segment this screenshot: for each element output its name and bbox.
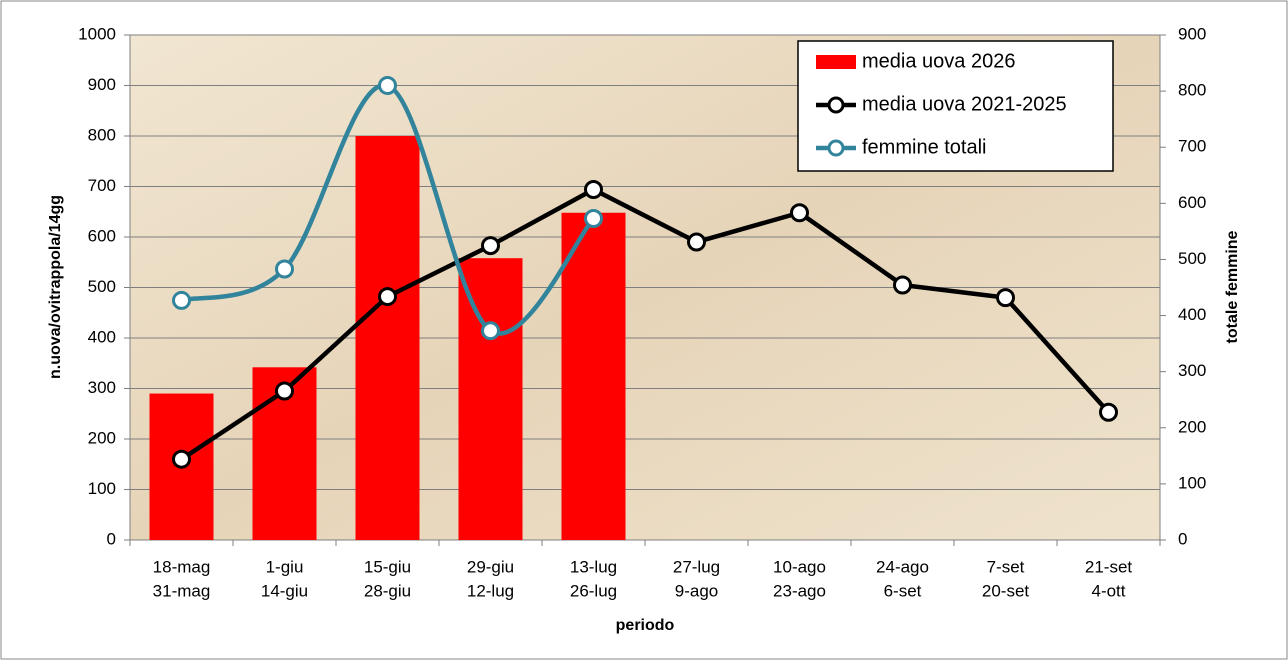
marker	[687, 232, 706, 252]
marker	[893, 275, 912, 295]
x-tick-label: 12-lug	[467, 581, 514, 600]
marker	[378, 76, 397, 95]
line	[180, 83, 596, 336]
y2-tick-label: 100	[1178, 473, 1206, 492]
marker	[378, 287, 397, 307]
legend-swatch	[827, 96, 845, 114]
legend-label: femmine totali	[862, 136, 987, 158]
legend-swatch	[816, 55, 856, 69]
y-tick-label: 1000	[78, 24, 116, 43]
x-tick-label: 23-ago	[773, 581, 826, 600]
x-tick-label: 31-mag	[153, 581, 211, 600]
y-tick-label: 800	[88, 125, 116, 144]
y2-tick-label: 900	[1178, 24, 1206, 43]
legend-label: media uova 2021-2025	[862, 93, 1067, 115]
y-tick-label: 0	[107, 529, 116, 548]
y-tick-label: 500	[88, 277, 116, 296]
y2-axis-title: totale femmine	[1224, 230, 1241, 343]
y2-tick-label: 700	[1178, 137, 1206, 156]
y-tick-label: 300	[88, 378, 116, 397]
marker	[996, 288, 1015, 308]
x-tick-label: 18-mag	[153, 557, 211, 576]
y-tick-label: 400	[88, 327, 116, 346]
x-axis-title: periodo	[616, 617, 675, 634]
x-tick-label: 24-ago	[876, 557, 929, 576]
marker	[172, 290, 191, 310]
line	[180, 187, 1111, 462]
marker	[584, 180, 603, 200]
bar	[458, 258, 523, 540]
x-tick-label: 9-ago	[675, 581, 718, 600]
bar	[561, 212, 626, 540]
y2-tick-label: 500	[1178, 249, 1206, 268]
bar	[355, 136, 420, 540]
x-tick-label: 10-ago	[773, 557, 826, 576]
x-tick-label: 6-set	[884, 581, 922, 600]
x-tick-label: 21-set	[1085, 557, 1133, 576]
marker	[584, 208, 603, 228]
y2-tick-label: 0	[1178, 529, 1187, 548]
y2-tick-label: 800	[1178, 81, 1206, 100]
x-tick-label: 15-giu	[364, 557, 411, 576]
x-tick-label: 14-giu	[261, 581, 308, 600]
y-axis-title: n.uova/ovitrappola/14gg	[47, 195, 64, 379]
x-tick-label: 7-set	[987, 557, 1025, 576]
y2-tick-label: 200	[1178, 417, 1206, 436]
x-tick-label: 4-ott	[1091, 581, 1125, 600]
y-tick-label: 700	[88, 176, 116, 195]
marker	[275, 259, 294, 279]
legend-label: media uova 2026	[862, 50, 1015, 72]
x-tick-label: 28-giu	[364, 581, 411, 600]
x-tick-label: 27-lug	[673, 557, 720, 576]
marker	[481, 236, 500, 256]
y2-tick-label: 600	[1178, 193, 1206, 212]
x-tick-label: 26-lug	[570, 581, 617, 600]
y-tick-label: 900	[88, 75, 116, 94]
marker	[1099, 402, 1118, 422]
y-tick-label: 100	[88, 479, 116, 498]
y2-tick-label: 300	[1178, 361, 1206, 380]
x-tick-label: 13-lug	[570, 557, 617, 576]
y-tick-label: 200	[88, 428, 116, 447]
marker	[275, 381, 294, 401]
y-tick-label: 600	[88, 226, 116, 245]
x-tick-label: 29-giu	[467, 557, 514, 576]
marker	[481, 321, 500, 341]
x-tick-label: 1-giu	[266, 557, 304, 576]
y2-tick-label: 400	[1178, 305, 1206, 324]
marker	[790, 203, 809, 223]
x-tick-label: 20-set	[982, 581, 1030, 600]
legend-swatch	[827, 139, 845, 157]
marker	[172, 449, 191, 469]
